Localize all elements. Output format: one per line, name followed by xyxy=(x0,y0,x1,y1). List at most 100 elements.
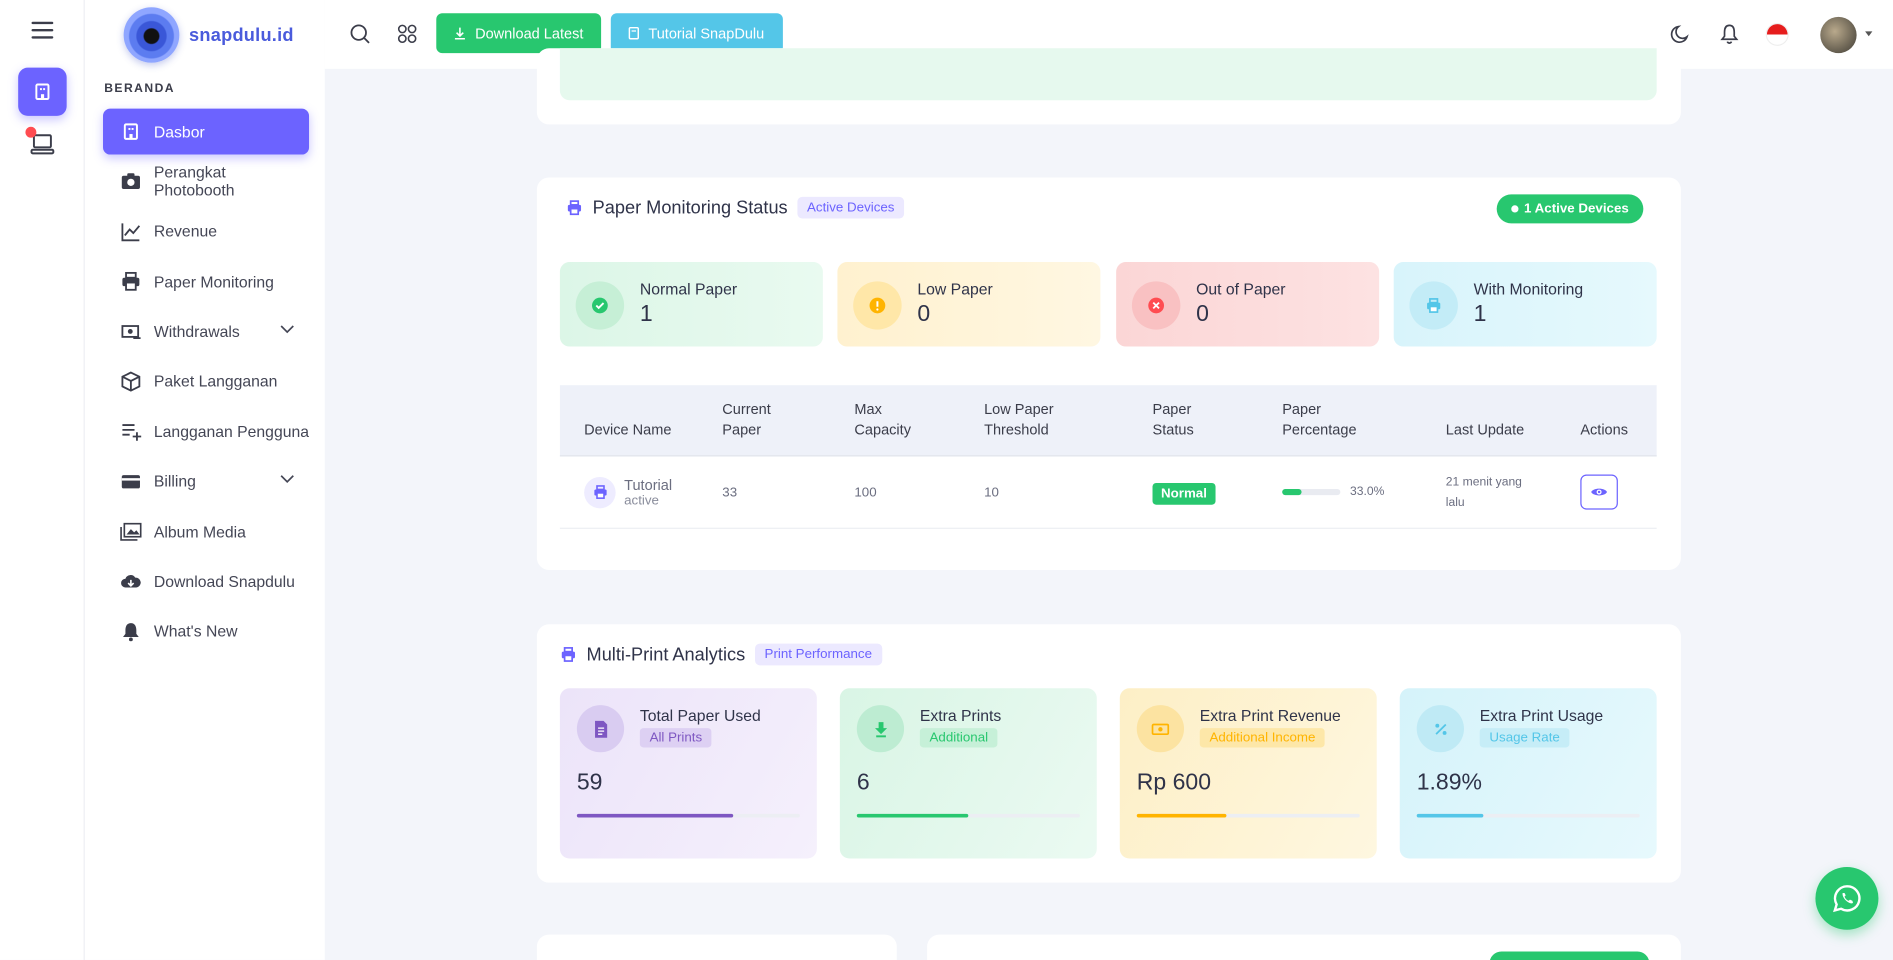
sidebar-item-label: Dasbor xyxy=(153,122,205,141)
stat-value: 1 xyxy=(1473,301,1487,328)
sidebar-item-label: Paper Monitoring xyxy=(153,272,274,291)
icon-rail xyxy=(0,0,85,960)
table-row: Tutorial active 33 100 10 Normal 33.0% 2… xyxy=(559,456,1657,529)
rail-devices-button[interactable] xyxy=(25,126,56,157)
sidebar-item-label: Perangkat Photobooth xyxy=(153,163,235,200)
notification-dot xyxy=(25,126,37,138)
building-icon xyxy=(35,83,50,100)
stat-progress-bar xyxy=(856,813,1080,818)
caret-down-icon[interactable] xyxy=(1865,31,1873,37)
cash-icon xyxy=(121,324,141,339)
stat-with-monitoring: With Monitoring 1 xyxy=(1393,262,1657,347)
card-icon xyxy=(121,474,140,489)
hamburger-menu-icon[interactable] xyxy=(31,21,54,39)
active-devices-badge: 1 Active Devices xyxy=(1496,194,1644,224)
download-latest-label: Download Latest xyxy=(475,24,584,42)
sidebar-item-whats-new[interactable]: What's New xyxy=(103,608,309,654)
card-tag: Print Performance xyxy=(754,643,882,666)
chevron-down-icon xyxy=(280,474,294,483)
paper-progress-bar xyxy=(1282,489,1341,496)
stat-progress-fill xyxy=(576,813,733,818)
brand-name: snapdulu.id xyxy=(189,24,294,46)
status-badge: Normal xyxy=(1152,482,1216,505)
actions-cell xyxy=(1580,474,1656,510)
whatsapp-chat-button[interactable] xyxy=(1815,866,1879,930)
col-current-paper: Current Paper xyxy=(722,400,771,439)
warning-circle-icon xyxy=(853,281,902,330)
moon-icon[interactable] xyxy=(1670,23,1692,45)
col-paper-status: Paper Status xyxy=(1152,400,1194,439)
printer-icon xyxy=(561,647,575,662)
bottom-card-badge xyxy=(1489,951,1650,960)
printer-icon xyxy=(567,200,582,216)
device-state: active xyxy=(624,493,659,508)
sidebar-item-download-snapdulu[interactable]: Download Snapdulu xyxy=(103,558,309,604)
stat-value: 59 xyxy=(576,770,603,796)
view-device-button[interactable] xyxy=(1580,474,1618,510)
sidebar-item-withdrawals[interactable]: Withdrawals xyxy=(103,309,309,355)
status-dot xyxy=(1510,205,1518,213)
sidebar-item-label: Billing xyxy=(153,472,196,491)
active-devices-label: 1 Active Devices xyxy=(1524,201,1629,217)
stat-value: 1 xyxy=(639,301,653,328)
table-header: Device Name Current Paper Max Capacity Low… xyxy=(559,385,1657,457)
last-update-cell: 21 menit yang lalu xyxy=(1445,475,1522,509)
stat-extra-prints: Extra Prints Additional 6 xyxy=(839,688,1097,859)
sidebar-item-dasbor[interactable]: Dasbor xyxy=(103,108,310,155)
success-strip xyxy=(559,48,1657,101)
sidebar-item-paper-monitoring[interactable]: Paper Monitoring xyxy=(103,259,309,305)
stat-sub-badge: Additional Income xyxy=(1199,728,1326,748)
sidebar-item-revenue[interactable]: Revenue xyxy=(103,209,309,255)
card-tag: Active Devices xyxy=(797,196,905,219)
stat-value: Rp 600 xyxy=(1136,770,1212,796)
device-name[interactable]: Tutorial xyxy=(624,476,673,494)
stat-value: 0 xyxy=(1196,301,1209,328)
col-device-name: Device Name xyxy=(584,421,672,439)
cloud-download-icon xyxy=(121,574,141,587)
stat-progress-bar xyxy=(1416,813,1640,818)
chart-line-icon xyxy=(121,223,141,241)
x-circle-icon xyxy=(1131,281,1181,330)
rail-dashboard-button[interactable] xyxy=(18,67,67,116)
multi-print-card: Multi-Print Analytics Print Performance … xyxy=(536,624,1681,883)
printer-icon xyxy=(122,272,140,291)
brand-logo[interactable]: snapdulu.id xyxy=(123,7,294,63)
language-flag-icon[interactable] xyxy=(1766,24,1788,45)
sidebar-item-billing[interactable]: Billing xyxy=(103,459,309,505)
logo-disc-icon xyxy=(123,7,180,63)
stat-value: 0 xyxy=(917,301,931,328)
status-cell: Normal xyxy=(1152,481,1283,505)
document-icon xyxy=(576,705,625,753)
sidebar-item-label: Paket Langganan xyxy=(153,372,278,391)
threshold-cell: 10 xyxy=(984,484,999,500)
avatar[interactable] xyxy=(1820,16,1857,54)
tutorial-snapdulu-button[interactable]: Tutorial SnapDulu xyxy=(610,13,783,54)
sidebar-item-album-media[interactable]: Album Media xyxy=(103,509,309,555)
eye-icon xyxy=(1591,488,1608,496)
stat-value: 1.89% xyxy=(1416,770,1483,796)
device-table: Device Name Current Paper Max Capacity Low… xyxy=(559,385,1657,529)
stat-sub-badge: Usage Rate xyxy=(1479,728,1570,748)
sidebar: snapdulu.id BERANDA Dasbor Perangkat Pho… xyxy=(84,0,325,960)
sidebar-nav: Dasbor Perangkat Photobooth Revenue Pape… xyxy=(103,108,310,659)
sidebar-item-langganan-pengguna[interactable]: Langganan Pengguna xyxy=(103,409,309,455)
sidebar-item-paket-langganan[interactable]: Paket Langganan xyxy=(103,359,309,405)
sidebar-item-label: Withdrawals xyxy=(153,322,240,341)
stat-label: Normal Paper xyxy=(639,280,738,299)
sidebar-item-perangkat-photobooth[interactable]: Perangkat Photobooth xyxy=(103,159,309,205)
sidebar-item-label: Revenue xyxy=(153,222,217,241)
stat-value: 6 xyxy=(856,770,870,796)
download-latest-button[interactable]: Download Latest xyxy=(436,13,602,54)
percentage-label: 33.0% xyxy=(1350,485,1385,499)
bell-icon[interactable] xyxy=(1718,23,1740,45)
col-actions: Actions xyxy=(1580,421,1629,439)
download-icon xyxy=(454,27,465,40)
stat-sub-badge: Additional xyxy=(919,728,998,748)
stat-normal-paper: Normal Paper 1 xyxy=(559,262,823,347)
search-icon[interactable] xyxy=(349,23,371,45)
laptop-icon xyxy=(30,134,55,155)
card-title: Multi-Print Analytics xyxy=(586,644,746,665)
apps-grid-icon[interactable] xyxy=(396,23,418,45)
photos-icon xyxy=(120,523,142,541)
card-header: Multi-Print Analytics Print Performance xyxy=(560,643,882,666)
